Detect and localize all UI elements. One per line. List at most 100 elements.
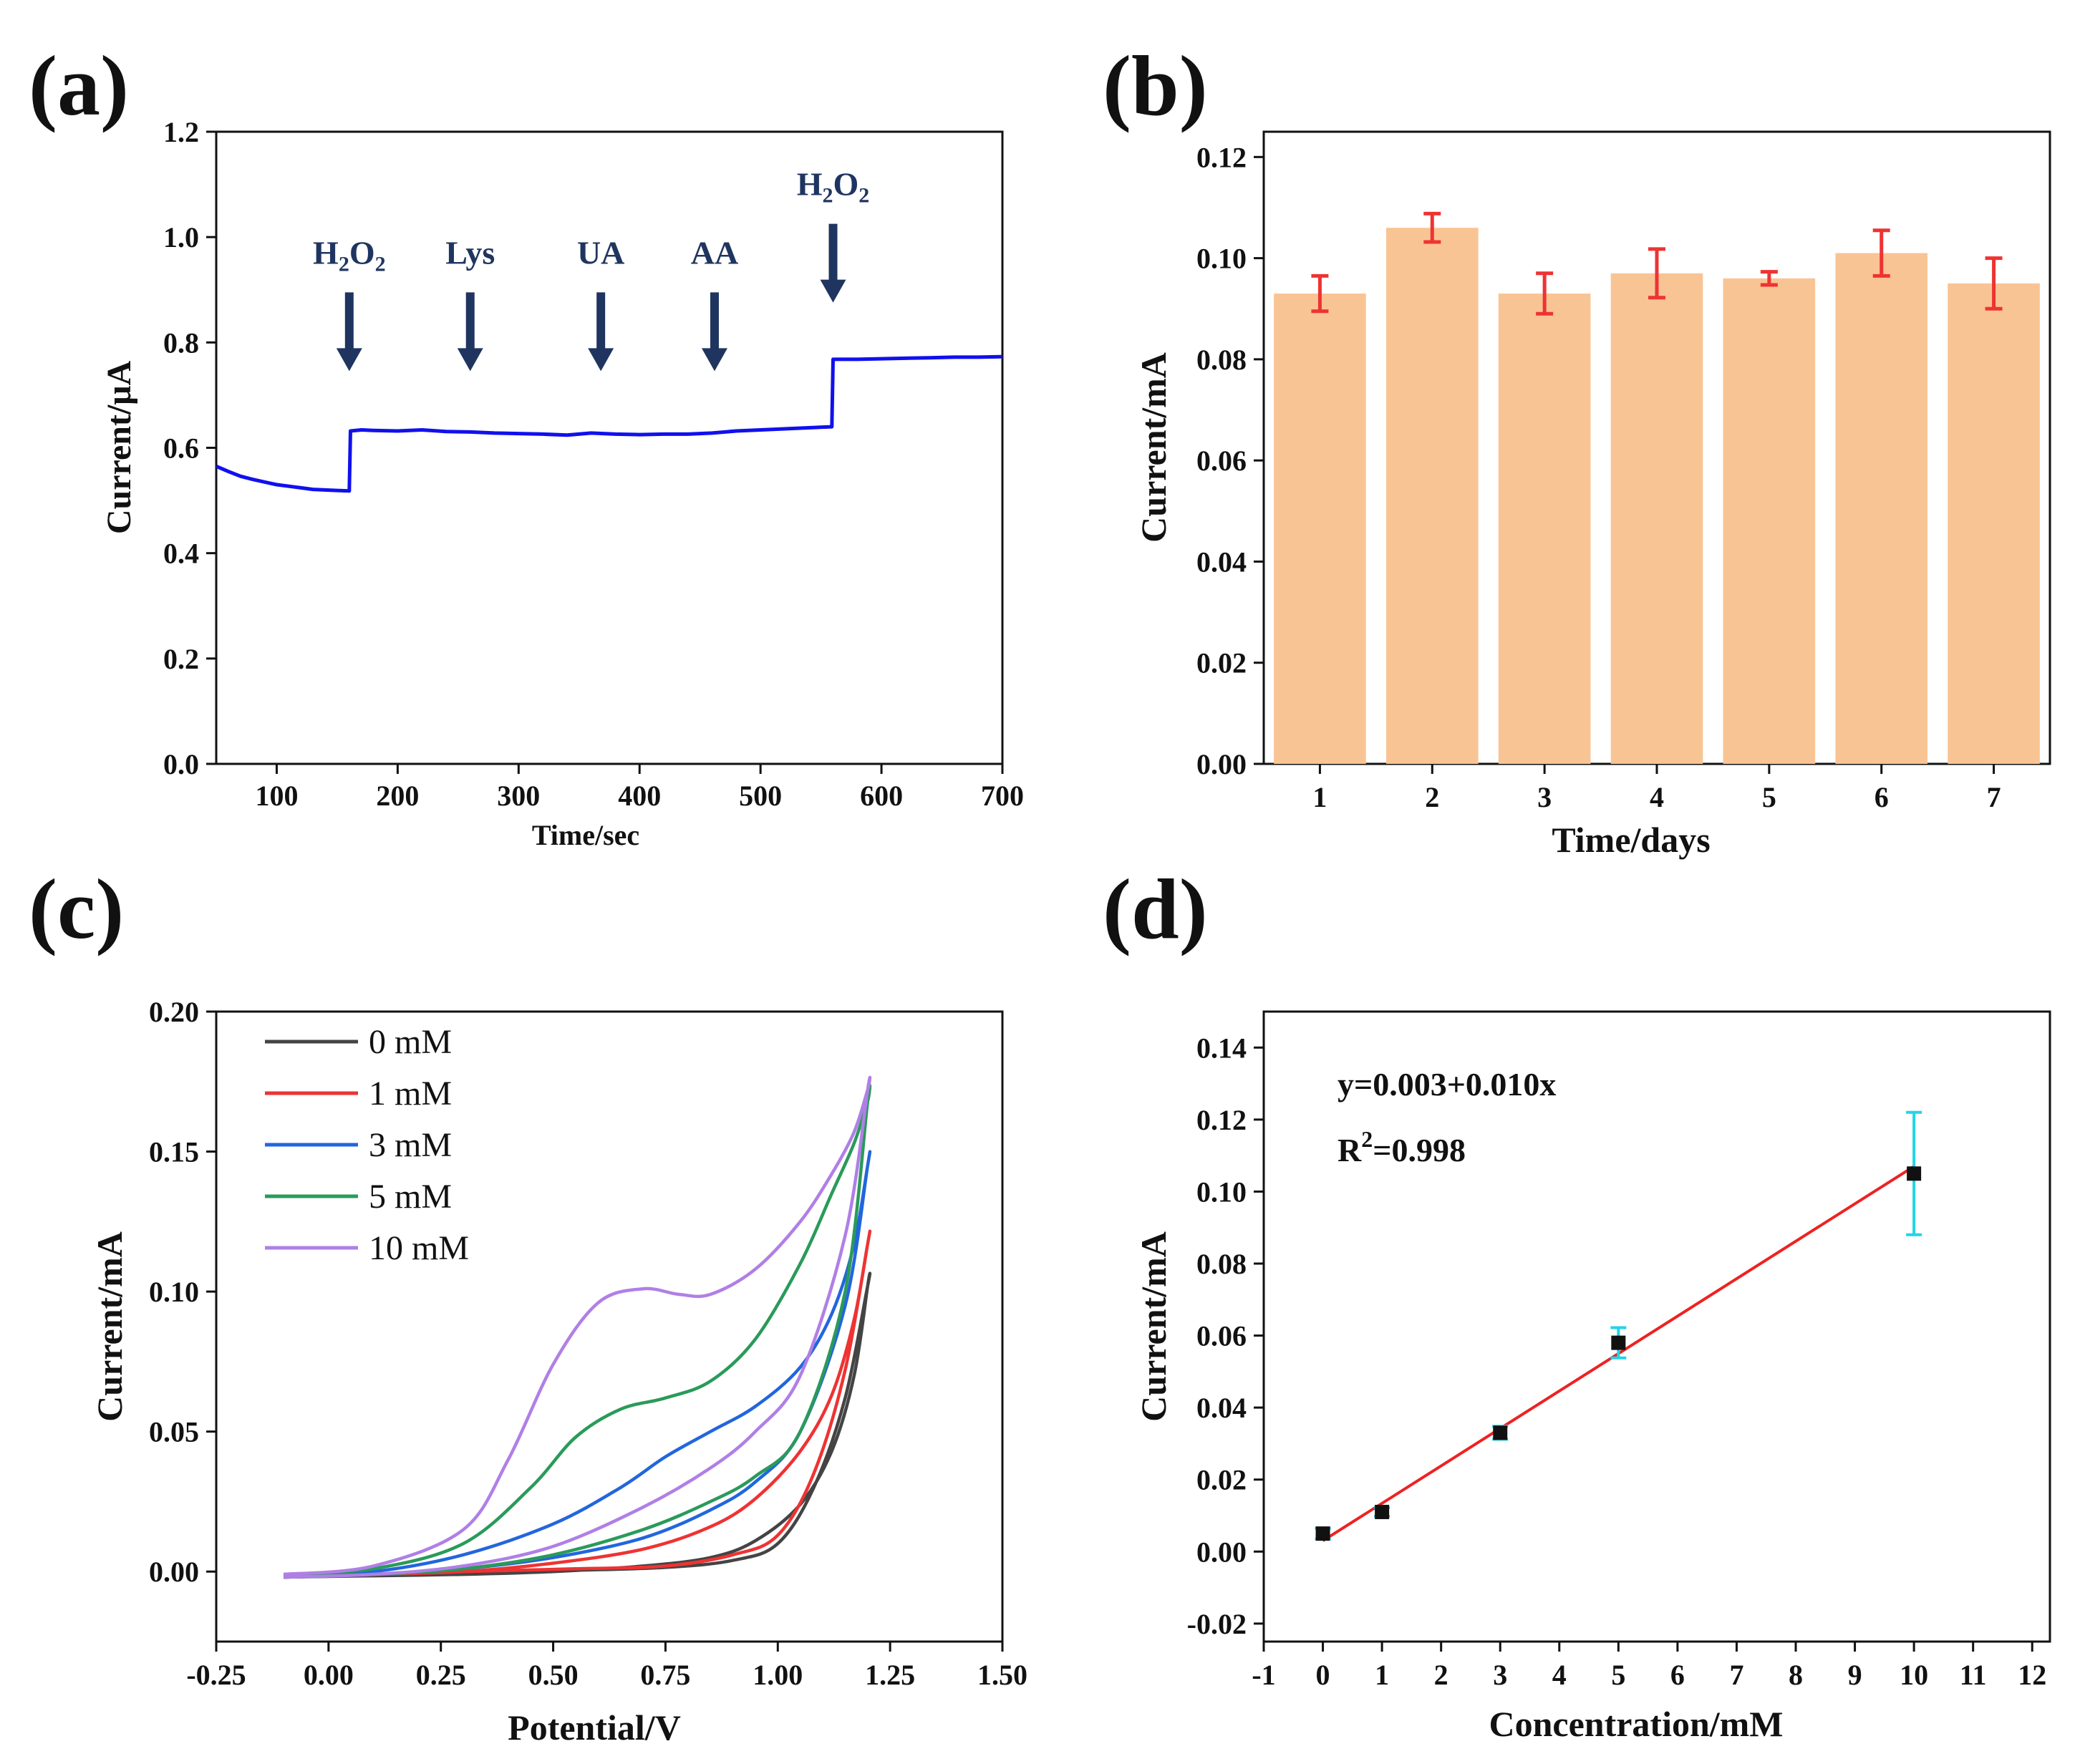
panel-a-annotation-mid: O xyxy=(833,166,859,203)
panel-c-ytick-label: 0.10 xyxy=(149,1276,199,1308)
panel-c-xtick-label: 0.75 xyxy=(640,1659,690,1691)
panel-b-xtick-label: 2 xyxy=(1425,781,1439,813)
panel-a-annotation-main: Lys xyxy=(445,234,495,271)
panel-d-ytick-label: 0.06 xyxy=(1196,1320,1247,1352)
panel-b: (b) 0.000.020.040.060.080.100.121 2 3 4 5 6 7 … xyxy=(1103,38,2051,860)
panel-d-ylabel: Current/mA xyxy=(1133,1231,1174,1422)
panel-b-bar xyxy=(1274,294,1366,765)
panel-d-ytick-label: -0.02 xyxy=(1187,1608,1247,1640)
panel-c-axis-ticks: -0.25 0.00 0.25 0.50 0.75 1.00 1.25 1.50 0.00 0.0… xyxy=(149,996,1027,1691)
panel-b-bar xyxy=(1610,273,1703,764)
panel-a-arrow-head xyxy=(588,348,614,372)
panel-a-ytick-label: 0.4 xyxy=(163,538,199,570)
panel-b-ylabel: Current/mA xyxy=(1133,352,1174,543)
panel-c-ytick-label: 0.05 xyxy=(149,1416,199,1448)
panel-a-annotation-main: UA xyxy=(577,234,624,271)
panel-d-xtick-label: 10 xyxy=(1900,1659,1928,1691)
panel-d-xtick-label: 5 xyxy=(1611,1659,1625,1691)
panel-c-series-1mm xyxy=(284,1229,872,1579)
panel-c-xtick-label: 0.50 xyxy=(528,1659,579,1691)
panel-b-xtick-label: 6 xyxy=(1875,781,1889,813)
panel-b-xlabel: Time/days xyxy=(1552,820,1710,860)
panel-a-annotation-label: H2O2 xyxy=(797,166,870,208)
panel-d-xtick-label: 12 xyxy=(2018,1659,2046,1691)
panel-c-legend-label: 0 mM xyxy=(369,1023,452,1061)
panel-c-legend-label: 1 mM xyxy=(369,1075,452,1113)
panel-a-ytick-label: 1.0 xyxy=(163,221,199,253)
panel-d-ytick-label: 0.12 xyxy=(1196,1104,1247,1136)
panel-a-annotation-sub: 2 xyxy=(375,252,386,276)
panel-c-xtick-label: -0.25 xyxy=(186,1659,246,1691)
panel-b-ytick-label: 0.04 xyxy=(1196,546,1247,578)
panel-d-ytick-label: 0.00 xyxy=(1196,1536,1247,1568)
panel-b-bar xyxy=(1948,283,2040,764)
panel-d-ytick-label: 0.04 xyxy=(1196,1392,1247,1424)
panel-c-label: (c) xyxy=(29,861,124,956)
panel-a-annotation-sub: 2 xyxy=(858,184,869,208)
panel-b-ytick-label: 0.08 xyxy=(1196,344,1247,376)
panel-a: (a) 100 200 300 400 500 600 700 0.0 0.2 0.4 0.6 0.8… xyxy=(29,38,1024,851)
panel-a-axis-ticks: 100 200 300 400 500 600 700 0.0 0.2 0.4 0.6 0.8 1.0 1… xyxy=(163,116,1024,812)
panel-b-bar xyxy=(1385,228,1479,764)
panel-d-frame xyxy=(1262,1010,2051,1643)
panel-c-series-3mm xyxy=(283,1150,872,1579)
panel-b-bars xyxy=(1274,211,2040,765)
panel-c-legend-label: 3 mM xyxy=(369,1126,452,1164)
panel-d-data-point xyxy=(1375,1504,1390,1519)
panel-a-ytick-label: 0.6 xyxy=(163,432,199,465)
panel-a-xtick-label: 200 xyxy=(376,780,419,812)
panel-a-xtick-label: 500 xyxy=(739,780,782,812)
panel-d-ytick-label: 0.10 xyxy=(1196,1176,1247,1208)
panel-d-r2: R2=0.998 xyxy=(1338,1126,1466,1168)
panel-d-xtick-label: 6 xyxy=(1670,1659,1685,1691)
panel-d-xtick-label: 0 xyxy=(1316,1659,1330,1691)
panel-a-arrow-head xyxy=(457,348,483,372)
panel-c-legend-label: 5 mM xyxy=(369,1178,452,1216)
panel-a-xtick-label: 100 xyxy=(255,780,298,812)
panel-c-xtick-label: 0.00 xyxy=(304,1659,354,1691)
panel-b-axis-ticks: 0.00 0.02 0.04 0.06 0.08 0.10 0.12 1 2 3 4 5 6 7 xyxy=(1196,141,2001,813)
panel-d-xlabel: Concentration/mM xyxy=(1489,1704,1783,1744)
panel-d-xtick-label: 3 xyxy=(1493,1659,1507,1691)
panel-d-xtick-label: 1 xyxy=(1375,1659,1389,1691)
panel-a-annotation-sub: 2 xyxy=(339,252,349,276)
panel-c-xtick-label: 1.50 xyxy=(977,1659,1027,1691)
panel-a-xtick-label: 300 xyxy=(497,780,540,812)
panel-c-series xyxy=(283,1076,872,1579)
panel-b-xtick-label: 7 xyxy=(1987,781,2001,813)
panel-b-ytick-label: 0.12 xyxy=(1196,141,1247,173)
panel-a-label: (a) xyxy=(29,38,129,133)
panel-c-ylabel: Current/mA xyxy=(90,1231,130,1422)
panel-a-ytick-label: 1.2 xyxy=(163,116,199,148)
panel-d-equation: y=0.003+0.010x xyxy=(1338,1066,1556,1102)
panel-a-frame xyxy=(215,130,1004,765)
panel-c-xlabel: Potential/V xyxy=(508,1707,681,1748)
panel-b-ytick-label: 0.10 xyxy=(1196,243,1247,275)
panel-c-legend: 0 mM 1 mM 3 mM 5 mM 10 mM xyxy=(265,1023,469,1267)
panel-b-ytick-label: 0.00 xyxy=(1196,748,1247,780)
panel-a-annotation-main: AA xyxy=(691,234,738,271)
panel-d: (d) -1 0 1 2 3 4 5 6 7 8 9 10 11 12-0.020.000.020.040… xyxy=(1103,861,2051,1744)
panel-a-arrow-head xyxy=(701,348,727,372)
panel-a-annotation-label: Lys xyxy=(445,234,495,271)
panel-a-arrow-head xyxy=(336,348,362,372)
panel-d-xtick-label: 2 xyxy=(1434,1659,1448,1691)
panel-a-xtick-label: 600 xyxy=(860,780,903,812)
panel-d-data-point xyxy=(1493,1425,1508,1440)
panel-d-data-point xyxy=(1907,1166,1922,1181)
panel-d-axis-ticks: -1 0 1 2 3 4 5 6 7 8 9 10 11 12-0.020.000.020.040.060… xyxy=(1187,1032,2047,1691)
panel-c-series-10mm xyxy=(283,1076,872,1579)
panel-a-xtick-label: 700 xyxy=(981,780,1024,812)
panel-d-ytick-label: 0.02 xyxy=(1196,1464,1247,1496)
panel-b-bar xyxy=(1723,278,1816,765)
panel-d-xtick-label: 7 xyxy=(1729,1659,1743,1691)
panel-a-current-line xyxy=(216,354,1003,493)
panel-a-arrow-head xyxy=(820,279,846,303)
panel-b-ytick-label: 0.02 xyxy=(1196,647,1247,679)
panel-d-ytick-label: 0.08 xyxy=(1196,1248,1247,1280)
panel-b-bar xyxy=(1498,294,1591,765)
panel-d-r2-value: =0.998 xyxy=(1373,1132,1466,1168)
panel-a-ytick-label: 0.0 xyxy=(163,748,199,780)
panel-a-ytick-label: 0.2 xyxy=(163,643,199,675)
